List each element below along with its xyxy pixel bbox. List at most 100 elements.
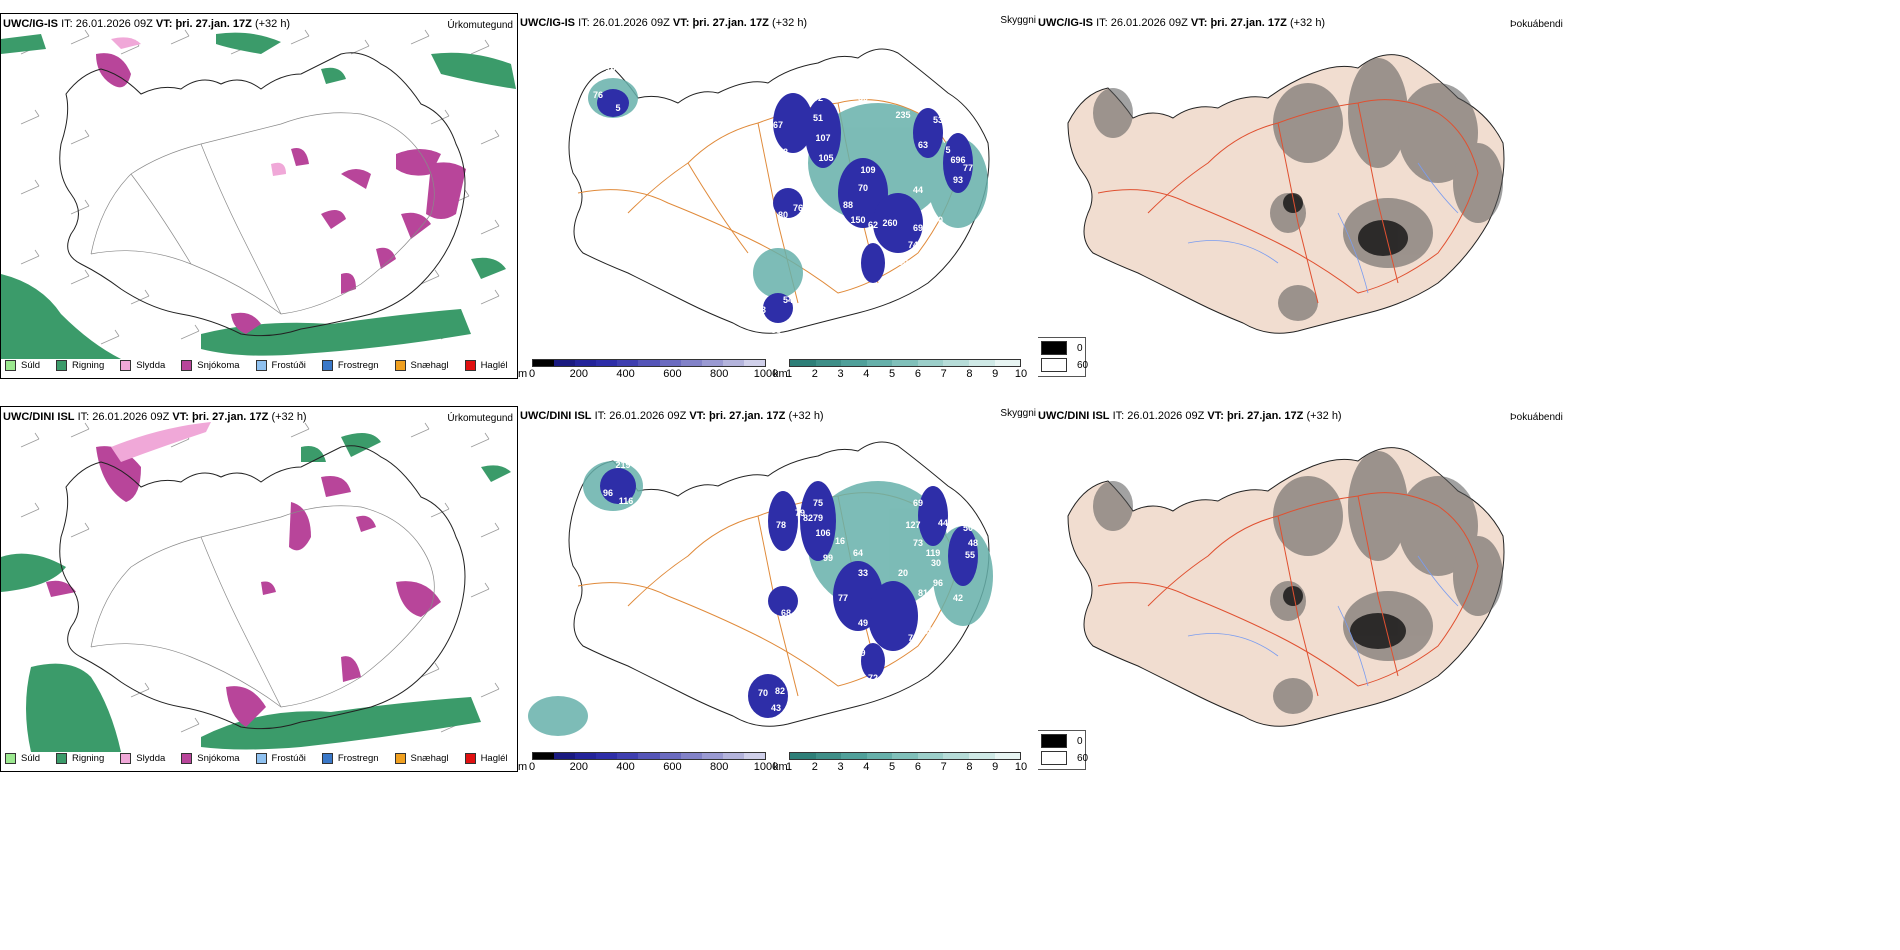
- panel-header: UWC/DINI ISL IT: 26.01.2026 09Z VT: þri.…: [1038, 410, 1342, 422]
- colorbar-tick-label: 1: [785, 761, 793, 772]
- legend-swatch: [120, 360, 132, 371]
- vis-value-label: 93: [756, 305, 766, 315]
- vis-value-label: 96: [603, 488, 613, 498]
- colorbar-swatch: [701, 753, 723, 759]
- fog-legend-row: 0: [1041, 341, 1083, 355]
- colorbar-tick-label: 3: [837, 368, 844, 379]
- vis-value-label: 75: [813, 498, 823, 508]
- colorbar-tick-label: 1000: [753, 368, 779, 379]
- roads: [90, 505, 435, 708]
- vis-value-label: 63: [918, 140, 928, 150]
- vis-value-label: 68: [781, 608, 791, 618]
- colorbar-swatch: [968, 360, 995, 366]
- fog-panel-top: UWC/IG-IS IT: 26.01.2026 09Z VT: þri. 27…: [1038, 13, 1900, 379]
- vis-value-label: 76: [793, 203, 803, 213]
- vis-value-label: 30: [931, 558, 941, 568]
- vis-value-label: 77: [963, 163, 973, 173]
- colorbar-tick-label: 9: [992, 761, 999, 772]
- colorbar-swatch: [790, 753, 816, 759]
- rain-areas: [1, 433, 511, 752]
- colorbar-swatch: [701, 360, 723, 366]
- vis-value-label: 78: [776, 520, 786, 530]
- legend-item-frostudi: Frostúði: [255, 360, 306, 371]
- colorbar-swatch: [575, 753, 597, 759]
- road-network: [1097, 492, 1479, 697]
- colorbar-tick-label: 400: [616, 368, 635, 379]
- colorbar-swatch: [841, 753, 867, 759]
- colorbar-ticks: 0 200 400 600 800 1000: [529, 368, 778, 379]
- colorbar-swatch: [917, 360, 944, 366]
- vis-value-label: 109: [860, 165, 875, 175]
- vis-value-label: 71: [628, 67, 638, 77]
- vis-value-label: 70: [758, 688, 768, 698]
- colorbar-tick-label: 1: [785, 368, 793, 379]
- legend-swatch: [255, 753, 267, 764]
- rivers: [1187, 162, 1459, 294]
- colorbar-swatch: [554, 753, 576, 759]
- vis-value-label: 42: [953, 593, 963, 603]
- colorbar-swatch: [994, 753, 1021, 759]
- legend-item-slydda: Slydda: [120, 360, 165, 371]
- colorbar-swatch: [866, 360, 893, 366]
- island-outline: [59, 445, 466, 730]
- colorbar-ticks: 1 2 3 4 5 6 7 8 9 10: [785, 761, 1027, 772]
- colorbar-unit: m: [518, 761, 528, 772]
- vis-value-label: 110: [861, 468, 876, 478]
- fog-legend-swatch: [1041, 341, 1067, 355]
- vis-blue-areas: [597, 89, 973, 323]
- vis-value-label: 219: [615, 460, 630, 470]
- colorbar-tick-label: 2: [811, 761, 818, 772]
- legend-item-frostregn: Frostregn: [321, 360, 379, 371]
- colorbar-swatch: [815, 753, 842, 759]
- vis-value-label: 99: [823, 553, 833, 563]
- vis-blue-areas: [600, 468, 978, 718]
- panel-title: Skyggni: [1000, 15, 1036, 26]
- vis-value-label: 44: [938, 518, 948, 528]
- colorbar-ticks: 0 200 400 600 800 1000: [529, 761, 778, 772]
- vis-value-label: 79: [813, 513, 823, 523]
- colorbar-tick-label: 5: [889, 761, 896, 772]
- colorbar-strip: [532, 359, 766, 367]
- visibility-panel-top: UWC/IG-IS IT: 26.01.2026 09Z VT: þri. 27…: [518, 13, 1038, 379]
- vis-value-label: 38: [771, 325, 781, 335]
- vis-value-label: 50: [898, 257, 908, 267]
- vis-value-label: 55: [965, 550, 975, 560]
- vis-value-label: 73: [913, 538, 923, 548]
- colorbar-swatch: [680, 360, 702, 366]
- vis-value-label: 50: [858, 93, 868, 103]
- colorbar-tick-label: 5: [889, 368, 896, 379]
- vis-value-label: 74: [908, 240, 918, 250]
- colorbar-tick-label: 6: [914, 761, 921, 772]
- colorbar-tick-label: 3: [837, 761, 844, 772]
- legend-swatch: [394, 753, 406, 764]
- colorbar-swatch: [533, 753, 555, 759]
- vis-value-label: 109: [850, 648, 865, 658]
- sleet-areas: [111, 37, 286, 176]
- vis-value-label: 43: [771, 703, 781, 713]
- legend-swatch: [321, 360, 333, 371]
- colorbar-tick-label: 200: [569, 761, 588, 772]
- legend-item-sudd: Súld: [5, 360, 40, 371]
- colorbar-swatch: [575, 360, 597, 366]
- vis-value-label: 33: [868, 285, 878, 295]
- vis-value-label: 80: [933, 215, 943, 225]
- panel-title: Þokuábendi: [1510, 19, 1563, 30]
- vis-value-label: 82: [803, 513, 813, 523]
- fog-legend-swatch: [1041, 734, 1067, 748]
- legend-item-snaehagl: Snæhagl: [394, 753, 449, 764]
- vis-value-label: 119: [926, 548, 941, 558]
- vis-value-label: 94: [833, 220, 843, 230]
- fog-map: [1067, 447, 1505, 727]
- vis-value-label: 5: [945, 145, 950, 155]
- colorbar-ticks: 1 2 3 4 5 6 7 8 9 10: [785, 368, 1027, 379]
- vis-value-label: 91: [888, 466, 898, 476]
- vis-value-label: 116: [619, 496, 634, 506]
- vis-value-label: 65: [923, 626, 933, 636]
- colorbar-tick-label: 800: [710, 368, 729, 379]
- panel-title: Úrkomutegund: [447, 20, 513, 31]
- legend-swatch: [321, 753, 333, 764]
- rivers: [1187, 555, 1459, 687]
- vis-value-label: 62: [918, 603, 928, 613]
- fog-dense: [1283, 193, 1408, 256]
- visibility-colorbar: km 1 2 3 4 5 6 7 8 9 10: [773, 752, 1038, 772]
